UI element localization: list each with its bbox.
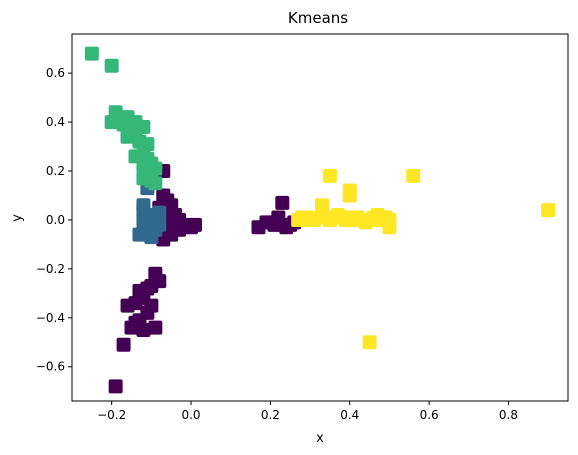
scatter-point [120, 129, 135, 144]
scatter-point [342, 188, 357, 203]
y-tick-label: 0.0 [46, 213, 65, 227]
y-axis: −0.6 −0.4 −0.2 0.0 0.2 0.4 0.6 [36, 66, 72, 374]
scatter-point [406, 168, 421, 183]
points-layer [84, 46, 556, 394]
scatter-point [541, 203, 556, 218]
cluster-0-points [108, 164, 302, 394]
scatter-point [362, 335, 377, 350]
y-axis-label: y [10, 214, 25, 222]
scatter-point [275, 195, 290, 210]
scatter-point [148, 176, 163, 191]
x-tick-label: 0.6 [420, 408, 439, 422]
scatter-point [128, 315, 143, 330]
cluster-2-points [84, 46, 163, 191]
scatter-point [84, 46, 99, 61]
scatter-point [108, 379, 123, 394]
scatter-point [152, 205, 167, 220]
scatter-point [136, 171, 151, 186]
x-tick-label: 0.0 [181, 408, 200, 422]
scatter-point [120, 298, 135, 313]
plot-frame [71, 33, 569, 402]
scatter-point [172, 222, 187, 237]
x-tick-label: 0.2 [261, 408, 280, 422]
y-tick-label: −0.6 [36, 360, 65, 374]
y-tick-label: 0.4 [46, 115, 65, 129]
scatter-point [322, 168, 337, 183]
y-tick-label: −0.2 [36, 262, 65, 276]
scatter-point [314, 198, 329, 213]
y-tick-label: −0.4 [36, 311, 65, 325]
x-tick-label: 0.8 [499, 408, 518, 422]
x-axis: −0.2 0.0 0.2 0.4 0.6 0.8 [97, 401, 518, 422]
scatter-point [148, 320, 163, 335]
scatter-point [104, 58, 119, 73]
scatter-point [116, 337, 131, 352]
x-axis-label: x [316, 431, 324, 446]
scatter-point [188, 217, 203, 232]
x-tick-label: 0.4 [340, 408, 359, 422]
scatter-point [382, 220, 397, 235]
y-tick-label: 0.6 [46, 66, 65, 80]
scatter-point [132, 227, 147, 242]
scatter-point [104, 115, 119, 130]
y-tick-label: 0.2 [46, 164, 65, 178]
cluster-3-points [291, 168, 556, 350]
cluster-1-points [132, 181, 167, 245]
chart-title: Kmeans [288, 9, 348, 27]
x-tick-label: −0.2 [97, 408, 126, 422]
scatter-point [116, 117, 131, 132]
